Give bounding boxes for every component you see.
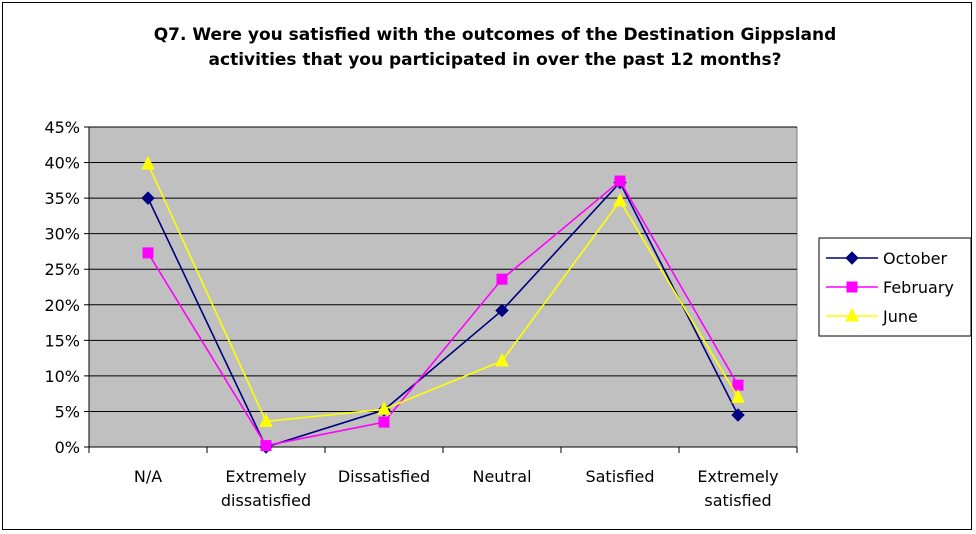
series-line: [147, 181, 739, 448]
legend-marker: [845, 251, 859, 265]
legend-label: June: [882, 307, 918, 326]
series-line: [147, 179, 739, 447]
grid-lines: [89, 126, 797, 412]
series-february: [142, 175, 744, 452]
data-point: [731, 389, 745, 403]
data-point: [496, 273, 508, 285]
data-point: [731, 408, 745, 422]
y-tick-label: 35%: [44, 189, 80, 208]
data-point: [495, 352, 509, 367]
legend-item-october: October: [826, 249, 947, 268]
chart-title-line-1: Q7. Were you satisfied with the outcomes…: [154, 25, 837, 45]
data-point: [142, 247, 154, 259]
legend: October February June: [818, 237, 972, 337]
y-tick-label: 15%: [44, 331, 80, 350]
plot-area: [88, 126, 798, 448]
x-tick-label: Extremely: [225, 467, 306, 486]
data-point: [141, 155, 155, 170]
legend-item-february: February: [826, 278, 954, 297]
legend-label: October: [883, 249, 947, 268]
data-point: [613, 192, 627, 207]
x-tick-label: dissatisfied: [221, 491, 311, 510]
y-tick-label: 40%: [44, 154, 80, 173]
x-tick-label: Neutral: [472, 467, 531, 486]
series-layer: [141, 155, 745, 454]
data-point: [141, 191, 155, 205]
data-point: [259, 413, 273, 427]
data-point: [732, 379, 744, 391]
x-tick-label: Extremely: [697, 467, 778, 486]
y-tick-label: 30%: [44, 225, 80, 244]
series-june: [141, 155, 745, 427]
y-tick-label: 10%: [44, 367, 80, 386]
y-tick-label: 5%: [55, 402, 80, 421]
y-tick-label: 0%: [55, 438, 80, 457]
data-point: [614, 175, 626, 187]
axes: 0% 5% 10% 15% 20% 25% 30% 35% 40% 45% N/A Extremely…: [44, 118, 798, 510]
legend-marker: [846, 281, 858, 293]
y-tick-label: 45%: [44, 118, 80, 137]
data-point: [495, 303, 509, 318]
x-tick-label: Satisfied: [585, 467, 654, 486]
data-point: [260, 440, 272, 452]
chart-title-line-2: activities that you participated in over…: [209, 50, 782, 70]
legend-item-june: June: [826, 307, 918, 326]
y-tick-label: 25%: [44, 260, 80, 279]
legend-marker: [845, 307, 859, 322]
x-tick-label: Dissatisfied: [338, 467, 430, 486]
data-point: [378, 416, 390, 428]
data-point: [377, 401, 391, 415]
y-tick-label: 20%: [44, 296, 80, 315]
series-line: [147, 163, 739, 423]
legend-label: February: [883, 278, 954, 297]
x-tick-label: satisfied: [704, 491, 771, 510]
x-tick-label: N/A: [134, 467, 162, 486]
